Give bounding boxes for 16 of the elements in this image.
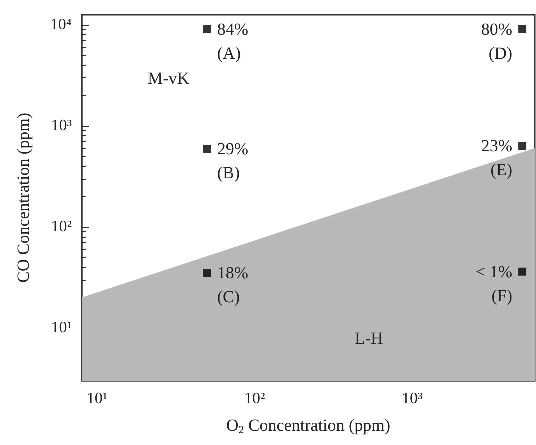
annotation: M-vK — [148, 69, 190, 88]
annotation: 84% (A) — [217, 20, 249, 63]
y-tick-label: 10⁴ — [50, 16, 72, 34]
y-tick-label: 10³ — [51, 117, 72, 134]
x-tick-label: 10³ — [402, 390, 423, 408]
x-tick-label: 10¹ — [86, 390, 108, 408]
y-tick-label: 10² — [51, 218, 72, 236]
y-tick-label: 10¹ — [51, 320, 72, 337]
annotation: < 1% (F) — [476, 262, 513, 306]
annotation: L-H — [355, 329, 384, 348]
annotation: 18% (C) — [217, 264, 249, 307]
y-axis-title: CO Concentration (ppm) — [14, 113, 33, 283]
annotation: 80% (D) — [481, 20, 513, 63]
x-tick-label: 10² — [244, 390, 266, 408]
annotation: 23% (E) — [481, 136, 513, 180]
annotation: 29% (B) — [217, 140, 249, 183]
